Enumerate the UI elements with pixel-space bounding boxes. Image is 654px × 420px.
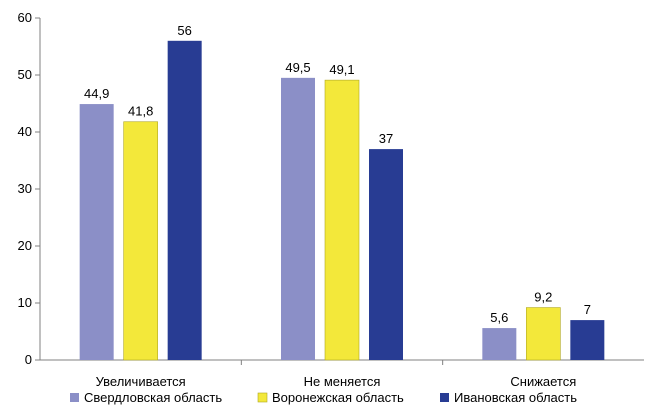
data-label: 49,1 [329, 62, 354, 77]
data-label: 7 [584, 302, 591, 317]
y-tick-label: 20 [18, 238, 32, 253]
legend-swatch-0 [70, 393, 79, 402]
data-label: 41,8 [128, 104, 153, 119]
x-tick-label: Увеличивается [96, 374, 186, 389]
y-tick-label: 10 [18, 295, 32, 310]
legend: Свердловская область Воронежская область И… [70, 390, 577, 405]
y-tick-label: 30 [18, 181, 32, 196]
bar-0-0 [79, 104, 114, 360]
y-tick-label: 60 [18, 10, 32, 25]
bar-2-1 [526, 307, 561, 361]
data-label: 9,2 [534, 290, 552, 305]
x-tick-label: Снижается [510, 374, 576, 389]
bar-0-1 [123, 121, 158, 361]
bar-1-1 [324, 79, 360, 361]
data-label: 37 [379, 131, 393, 146]
legend-swatch-2 [440, 393, 449, 402]
y-tick-label: 0 [25, 352, 32, 367]
data-label: 44,9 [84, 86, 109, 101]
bar-0-2 [167, 40, 202, 361]
data-label: 5,6 [490, 310, 508, 325]
legend-label-1: Воронежская область [272, 390, 404, 405]
bar-1-2 [369, 149, 403, 360]
bar-2-0 [482, 328, 517, 360]
axes: 0 10 20 30 40 50 60 Увеличивается Не меняется Сни… [18, 10, 644, 389]
legend-swatch-1 [257, 392, 268, 403]
bar-1-0 [281, 77, 315, 360]
y-tick-label: 50 [18, 67, 32, 82]
legend-label-2: Ивановская область [454, 390, 577, 405]
data-label: 56 [177, 23, 191, 38]
legend-label-0: Свердловская область [84, 390, 222, 405]
x-tick-label: Не меняется [304, 374, 381, 389]
data-labels: 44,9 41,8 56 49,5 49,1 37 5,6 9,2 7 [84, 23, 591, 325]
bar-2-2 [570, 320, 605, 360]
data-label: 49,5 [285, 60, 310, 75]
bars [79, 40, 605, 361]
y-tick-label: 40 [18, 124, 32, 139]
